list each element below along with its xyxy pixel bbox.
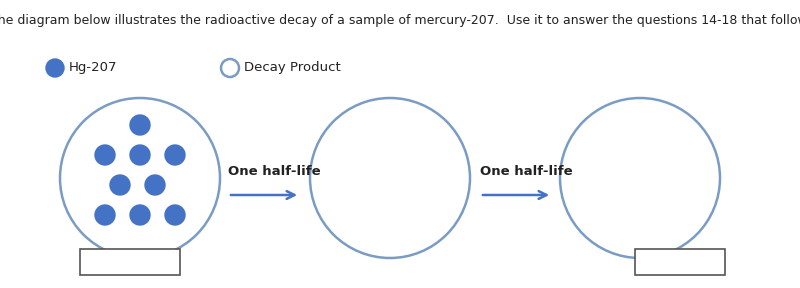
Circle shape — [145, 175, 165, 195]
Circle shape — [130, 115, 150, 135]
Circle shape — [165, 205, 185, 225]
Text: One half-life: One half-life — [480, 165, 573, 178]
Text: Hg-207: Hg-207 — [69, 62, 118, 75]
Circle shape — [110, 175, 130, 195]
Circle shape — [95, 145, 115, 165]
Text: ?? PM: ?? PM — [662, 255, 698, 268]
Text: One half-life: One half-life — [228, 165, 321, 178]
Circle shape — [130, 205, 150, 225]
Circle shape — [165, 145, 185, 165]
Bar — [635, 249, 725, 275]
Text: Decay Product: Decay Product — [244, 62, 341, 75]
Circle shape — [130, 145, 150, 165]
Text: The diagram below illustrates the radioactive decay of a sample of mercury-207. : The diagram below illustrates the radioa… — [0, 14, 800, 27]
Text: 2:15 PM: 2:15 PM — [103, 255, 157, 268]
Circle shape — [95, 205, 115, 225]
Circle shape — [46, 59, 64, 77]
Bar — [80, 249, 180, 275]
